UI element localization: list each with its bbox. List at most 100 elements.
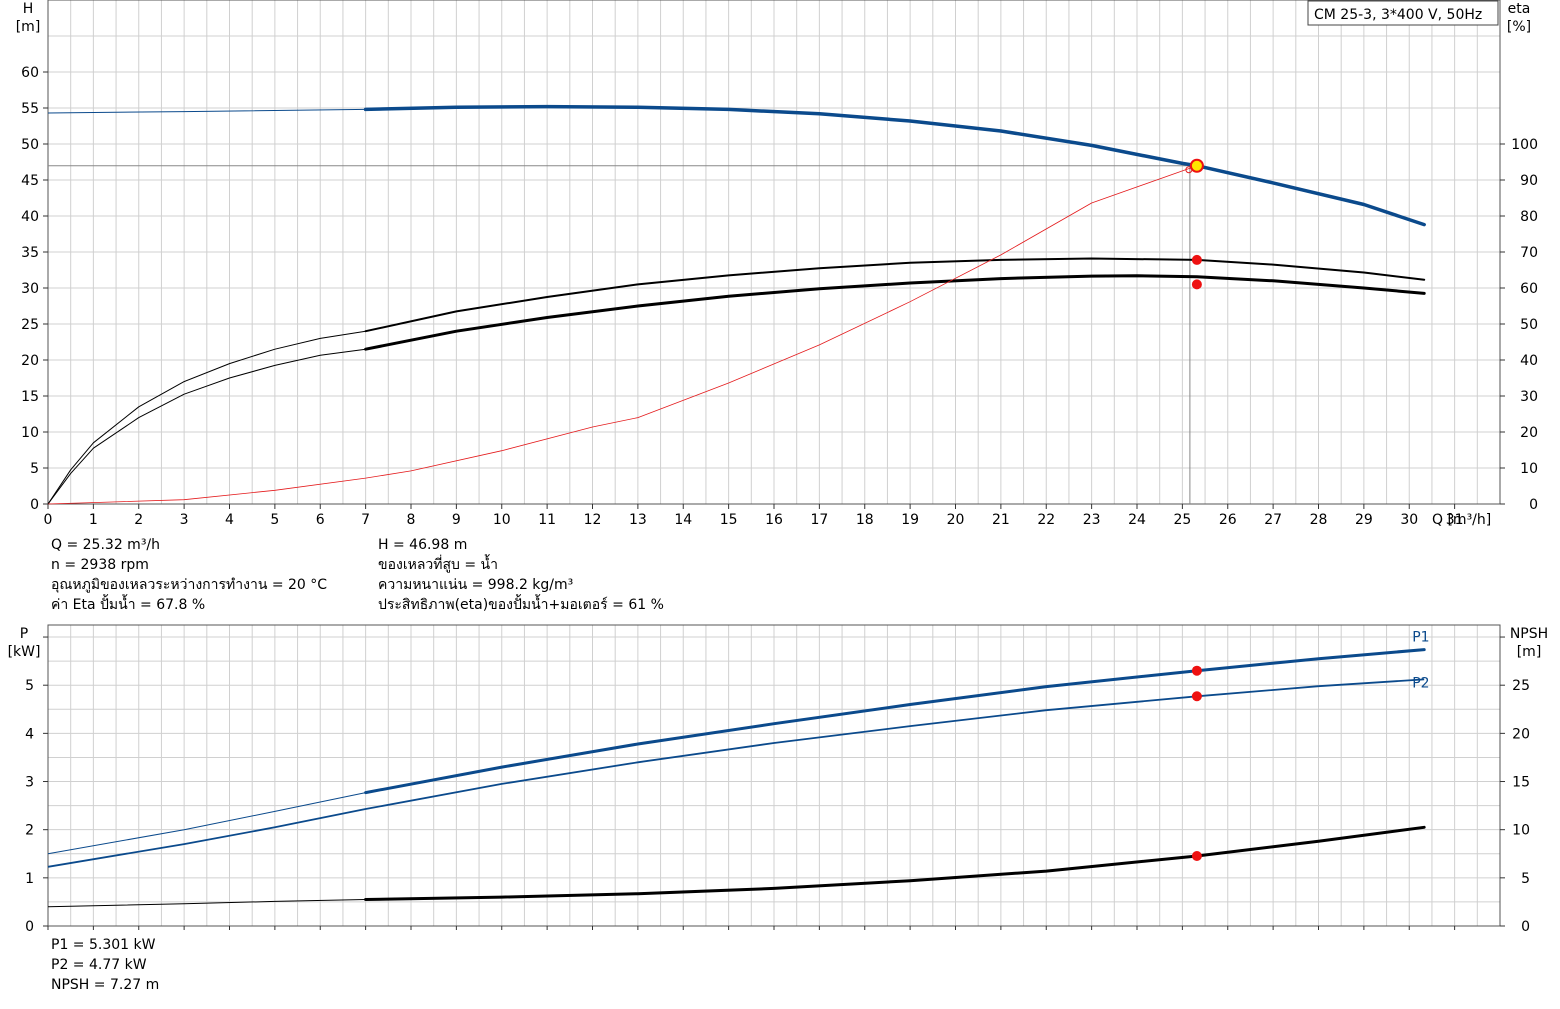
info-block-right: H = 46.98 m ของเหลวที่สูบ = น้ำ ความหนาแ… — [378, 535, 664, 615]
info-block-bottom: P1 = 5.301 kW P2 = 4.77 kW NPSH = 7.27 m — [51, 935, 159, 995]
info-p2: P2 = 4.77 kW — [51, 957, 147, 973]
y-right-tick-label: 40 — [1520, 353, 1538, 369]
y-right-tick-label: 0 — [1529, 497, 1538, 513]
eta-pump-curve-marker — [1191, 254, 1202, 265]
info-npsh: NPSH = 7.27 m — [51, 977, 160, 993]
eta-total-curve-marker — [1191, 279, 1202, 290]
x-tick-label: 1 — [89, 512, 98, 528]
x-tick-label: 22 — [1037, 512, 1055, 528]
p1-curve-marker — [1191, 665, 1202, 676]
y-left-tick-label: 35 — [21, 245, 39, 261]
x-tick-label: 2 — [134, 512, 143, 528]
x-tick-label: 7 — [361, 512, 370, 528]
y-left-tick-label: 2 — [25, 823, 34, 839]
head-curve-thin — [47, 108, 366, 114]
y-left-tick-label: 5 — [25, 678, 34, 694]
x-tick-label: 13 — [629, 512, 647, 528]
y-right-unit-top: [%] — [1507, 19, 1531, 35]
top-grid — [48, 0, 1500, 504]
p1-series-label: P1 — [1412, 630, 1429, 646]
x-tick-label: 18 — [856, 512, 874, 528]
y-left-label-top: H — [23, 1, 34, 17]
top-axis-labels: H [m] eta [%] Q [m³/h] — [16, 1, 1531, 528]
y-right-tick-label: 20 — [1512, 726, 1530, 742]
info-total-eta: ประสิทธิภาพ(eta)ของปั้มน้ำ+มอเตอร์ = 61 … — [378, 597, 664, 613]
y-right-label-top: eta — [1508, 1, 1531, 17]
y-left-unit-bottom: [kW] — [8, 644, 41, 660]
p1-curve-thin — [47, 792, 366, 855]
system-curve-thin — [47, 165, 1198, 505]
operating-point-marker — [1189, 158, 1204, 173]
p2-curve-thin — [47, 678, 1425, 868]
x-tick-label: 10 — [493, 512, 511, 528]
y-right-tick-label: 5 — [1521, 871, 1530, 887]
y-right-tick-label: 30 — [1520, 389, 1538, 405]
y-left-label-bottom: P — [20, 626, 28, 642]
x-tick-label: 24 — [1128, 512, 1146, 528]
p2-series-label: P2 — [1412, 675, 1429, 691]
eta-total-curve-line — [364, 274, 1426, 351]
info-liquid: ของเหลวที่สูบ = น้ำ — [378, 557, 498, 573]
x-tick-label: 30 — [1400, 512, 1418, 528]
y-left-tick-label: 5 — [30, 461, 39, 477]
npsh-curve-line — [364, 825, 1426, 901]
y-left-tick-label: 30 — [21, 281, 39, 297]
npsh-curve-marker — [1191, 850, 1202, 861]
y-left-tick-label: 0 — [30, 497, 39, 513]
y-right-tick-label: 20 — [1520, 425, 1538, 441]
info-density: ความหนาแน่น = 998.2 kg/m³ — [378, 577, 574, 593]
x-tick-label: 4 — [225, 512, 234, 528]
y-right-tick-label: 100 — [1511, 137, 1538, 153]
y-right-label-bottom: NPSH — [1510, 626, 1548, 642]
y-right-tick-label: 70 — [1520, 245, 1538, 261]
bottom-grid — [48, 625, 1500, 926]
y-left-tick-label: 4 — [25, 726, 34, 742]
x-tick-label: 19 — [901, 512, 919, 528]
bottom-series-group: P1 P2 — [47, 630, 1430, 908]
info-head: H = 46.98 m — [378, 537, 468, 553]
info-block-left: Q = 25.32 m³/h n = 2938 rpm อุณหภูมิของเ… — [51, 535, 327, 615]
x-tick-label: 27 — [1264, 512, 1282, 528]
x-tick-label: 8 — [407, 512, 416, 528]
x-tick-label: 25 — [1173, 512, 1191, 528]
info-temperature: อุณหภูมิของเหลวระหว่างการทำงาน = 20 °C — [51, 577, 328, 593]
y-right-tick-label: 90 — [1520, 173, 1538, 189]
chart-title: CM 25-3, 3*400 V, 50Hz — [1314, 7, 1482, 23]
y-left-tick-label: 0 — [25, 919, 34, 935]
legend-frame — [1307, 0, 1499, 26]
x-tick-label: 26 — [1219, 512, 1237, 528]
y-left-unit-top: [m] — [16, 19, 41, 35]
x-tick-label: 28 — [1310, 512, 1328, 528]
y-right-tick-label: 10 — [1520, 461, 1538, 477]
eta-total-curve-thin — [47, 348, 366, 505]
info-flow: Q = 25.32 m³/h — [51, 537, 161, 553]
x-tick-label: 17 — [810, 512, 828, 528]
y-left-tick-label: 45 — [21, 173, 39, 189]
y-left-tick-label: 20 — [21, 353, 39, 369]
top-ticks: 0 1 2 3 4 5 6 7 8 9 10 11 12 13 14 15 16 17 18 19 20 21 22 23 24… — [21, 65, 1538, 528]
bottom-ticks: 0 1 2 3 4 5 0 5 10 15 20 25 — [25, 636, 1530, 935]
y-left-tick-label: 60 — [21, 65, 39, 81]
x-axis-label: Q [m³/h] — [1432, 512, 1491, 528]
y-right-tick-label: 80 — [1520, 209, 1538, 225]
npsh-curve-thin — [47, 899, 366, 908]
y-left-tick-label: 40 — [21, 209, 39, 225]
x-tick-label: 31 — [1446, 512, 1464, 528]
y-right-tick-label: 50 — [1520, 317, 1538, 333]
y-left-tick-label: 1 — [25, 871, 34, 887]
x-tick-label: 29 — [1355, 512, 1373, 528]
x-tick-label: 12 — [584, 512, 602, 528]
x-tick-label: 3 — [180, 512, 189, 528]
y-left-tick-label: 25 — [21, 317, 39, 333]
y-right-tick-label: 10 — [1512, 823, 1530, 839]
x-tick-label: 11 — [538, 512, 556, 528]
x-tick-label: 5 — [270, 512, 279, 528]
y-left-tick-label: 50 — [21, 137, 39, 153]
x-tick-label: 23 — [1083, 512, 1101, 528]
head-curve-line — [363, 104, 1426, 227]
info-pump-eta: ค่า Eta ปั้มน้ำ = 67.8 % — [51, 597, 206, 613]
y-left-tick-label: 3 — [25, 775, 34, 791]
y-right-unit-bottom: [m] — [1517, 644, 1542, 660]
legend-box: CM 25-3, 3*400 V, 50Hz — [1307, 0, 1499, 26]
x-tick-label: 16 — [765, 512, 783, 528]
